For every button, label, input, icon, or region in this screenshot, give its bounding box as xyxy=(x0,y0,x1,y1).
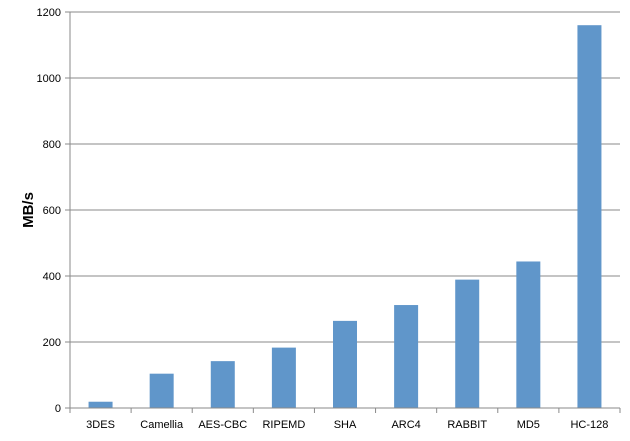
x-tick-label: RIPEMD xyxy=(262,419,305,431)
x-tick-label: AES-CBC xyxy=(198,419,247,431)
x-tick-label: MD5 xyxy=(517,419,540,431)
x-tick-label: Camellia xyxy=(140,419,184,431)
y-tick-label: 600 xyxy=(43,205,61,217)
bar-hc-128 xyxy=(577,25,602,408)
bars xyxy=(88,25,602,408)
bar-arc4 xyxy=(394,305,419,408)
bar-md5 xyxy=(516,261,541,408)
bar-ripemd xyxy=(271,347,296,408)
axes xyxy=(65,11,621,413)
y-tick-label: 800 xyxy=(43,139,61,151)
y-tick-label: 1200 xyxy=(37,7,61,19)
bar-sha xyxy=(333,320,357,408)
bar-camellia xyxy=(149,373,174,408)
y-tick-label: 200 xyxy=(43,337,61,349)
bar-3des xyxy=(88,401,113,408)
x-tick-label: ARC4 xyxy=(391,419,420,431)
x-tick-label: SHA xyxy=(334,419,357,431)
y-tick-labels: 0 200 400 600 800 1000 1200 xyxy=(37,7,61,415)
x-tick-label: RABBIT xyxy=(447,419,487,431)
y-axis-label: MB/s xyxy=(20,192,37,228)
bar-aes-cbc xyxy=(210,361,235,408)
y-tick-label: 400 xyxy=(43,271,61,283)
y-tick-label: 1000 xyxy=(37,73,61,85)
bar-rabbit xyxy=(455,279,480,408)
x-tick-labels: 3DES Camellia AES-CBC RIPEMD SHA ARC4 RABBIT MD… xyxy=(86,419,608,431)
y-tick-label: 0 xyxy=(55,403,61,415)
x-tick-label: HC-128 xyxy=(570,419,608,431)
x-tick-label: 3DES xyxy=(86,419,115,431)
